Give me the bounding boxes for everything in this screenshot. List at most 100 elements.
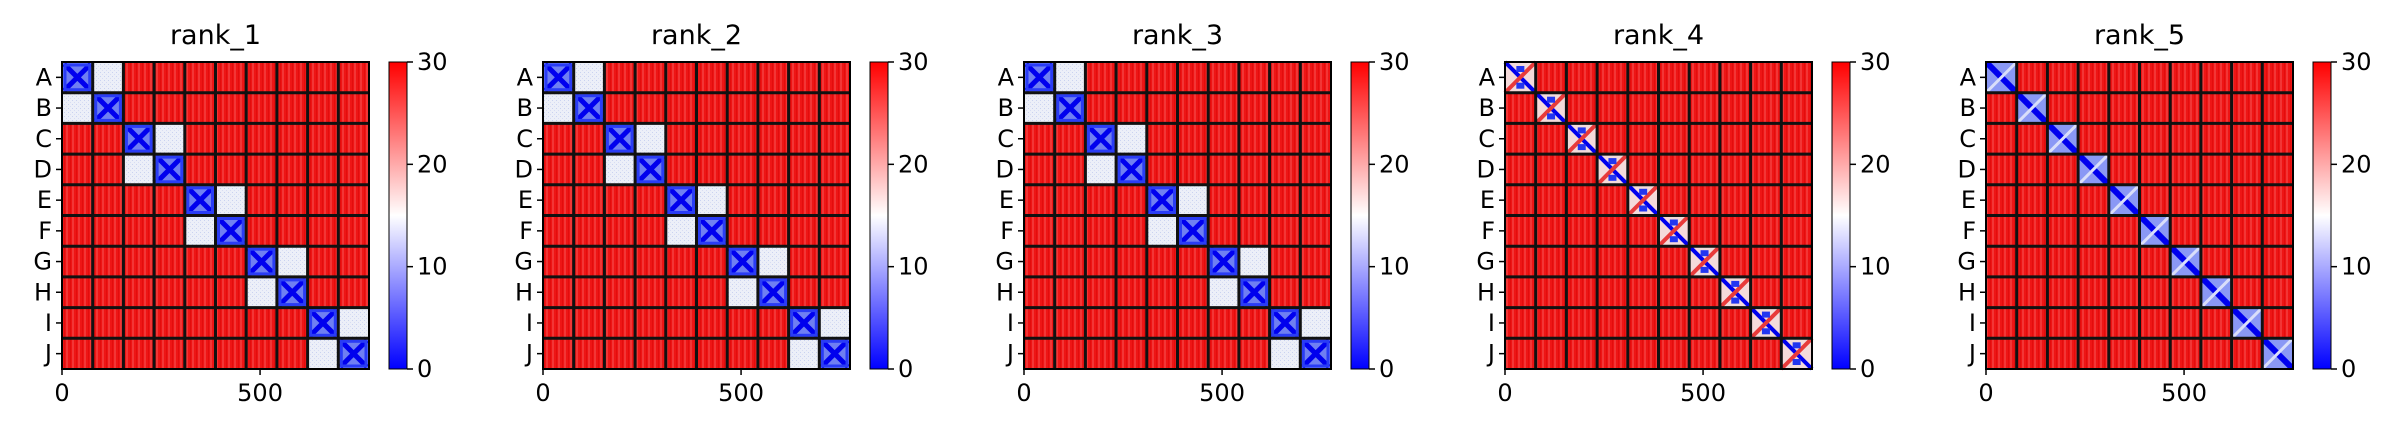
heatmap-cell-pattern xyxy=(788,307,820,339)
heatmap-cell-pattern xyxy=(1731,280,1740,287)
y-tick-label: E xyxy=(37,186,52,214)
heatmap-cell-pattern xyxy=(1271,309,1299,337)
heatmap-cell-pattern xyxy=(1577,127,1586,134)
colorbar xyxy=(1831,61,1851,370)
y-tick-label: A xyxy=(517,63,534,91)
heatmap-cell-pattern xyxy=(1025,63,1054,92)
heatmap-cell-pattern xyxy=(2170,246,2201,277)
x-tick-label: 500 xyxy=(237,379,283,407)
y-tick-label: I xyxy=(526,309,533,337)
heatmap-cell-pattern xyxy=(1639,188,1648,195)
colorbar-tick-label: 0 xyxy=(898,355,913,383)
heatmap-cell xyxy=(635,123,666,155)
heatmap-cell xyxy=(1177,184,1209,216)
heatmap-cell-pattern xyxy=(186,186,215,215)
chart-title: rank_5 xyxy=(2094,20,2185,51)
y-tick-label: C xyxy=(1959,125,1976,153)
x-tick-label: 0 xyxy=(1978,379,1993,407)
heatmap-cell xyxy=(1300,307,1331,339)
y-tick-label: G xyxy=(995,248,1014,276)
heatmap-cell xyxy=(757,246,789,277)
y-tick-label: I xyxy=(45,309,52,337)
colorbar xyxy=(869,61,889,370)
heatmap-cell-pattern xyxy=(1792,342,1801,349)
heatmap-cell xyxy=(573,62,605,93)
heatmap-cell-pattern xyxy=(246,246,277,277)
heatmap-frame xyxy=(1023,61,1332,370)
heatmap-cell-pattern xyxy=(1086,124,1115,153)
colorbar-tick-label: 10 xyxy=(417,253,448,281)
y-tick-label: A xyxy=(36,63,53,91)
heatmap-cell-pattern xyxy=(667,186,695,215)
heatmap-cell-pattern xyxy=(1516,82,1525,89)
heatmap-cell-pattern xyxy=(1657,214,1691,248)
heatmap-frame xyxy=(1504,61,1813,370)
heatmap-cell-pattern xyxy=(1547,96,1556,103)
heatmap-cell-pattern xyxy=(666,185,697,216)
heatmap-cell-pattern xyxy=(573,92,605,124)
heatmap-cell xyxy=(727,276,758,308)
heatmap-cell-pattern xyxy=(1177,215,1208,246)
heatmap-cell-pattern xyxy=(1687,244,1722,279)
heatmap-cell-pattern xyxy=(543,62,574,93)
heatmap-cell-pattern xyxy=(1761,311,1770,318)
y-tick-label: F xyxy=(519,217,533,245)
heatmap-cell-pattern xyxy=(1577,144,1586,151)
heatmap-cell-pattern xyxy=(278,278,307,307)
heatmap-cell-pattern xyxy=(1209,247,1238,276)
y-tick-label: D xyxy=(996,155,1014,183)
heatmap-cell-pattern xyxy=(2139,215,2171,247)
heatmap-cell-pattern xyxy=(1669,236,1678,243)
heatmap-cell-pattern xyxy=(1761,328,1770,335)
heatmap-cell-pattern xyxy=(2016,92,2048,124)
y-tick-label: A xyxy=(1960,63,1977,91)
y-tick-label: B xyxy=(1960,94,1976,122)
colorbar-tick-label: 30 xyxy=(2341,48,2372,76)
heatmap-cell-pattern xyxy=(635,154,666,185)
heatmap-cell-pattern xyxy=(309,309,337,337)
y-tick-label: I xyxy=(1969,309,1976,337)
heatmap-cell-pattern xyxy=(1516,66,1525,72)
colorbar-tick-label: 10 xyxy=(1860,253,1891,281)
colorbar-tick-label: 0 xyxy=(1860,355,1875,383)
heatmap-cell-pattern xyxy=(1985,61,2017,93)
heatmap-cell xyxy=(1024,92,1055,124)
heatmap-cell-pattern xyxy=(2078,154,2109,185)
y-tick-label: E xyxy=(1480,186,1495,214)
heatmap-cell xyxy=(62,92,93,124)
heatmap-cell-pattern xyxy=(2262,338,2294,370)
y-tick-label: E xyxy=(1961,186,1976,214)
heatmap-cell-pattern xyxy=(1669,219,1678,226)
heatmap-cell-pattern xyxy=(727,246,758,277)
chart-title: rank_2 xyxy=(651,20,742,51)
y-tick-label: F xyxy=(38,217,52,245)
colorbar-tick-label: 20 xyxy=(1379,150,1410,178)
heatmap-cell-pattern xyxy=(1792,359,1801,365)
heatmap-cell xyxy=(1238,246,1270,277)
heatmap-cell-pattern xyxy=(696,215,727,246)
y-tick-label: D xyxy=(34,155,52,183)
heatmap-cell-pattern xyxy=(217,217,245,245)
heatmap-cell xyxy=(604,154,636,185)
x-tick-label: 500 xyxy=(2161,379,2207,407)
heatmap-cell-pattern xyxy=(1269,307,1301,339)
heatmap-cell-pattern xyxy=(1608,174,1617,181)
heatmap-cell-pattern xyxy=(1179,217,1207,245)
heatmap-cell-pattern xyxy=(605,124,634,153)
heatmap-cell xyxy=(92,62,124,93)
heatmap-cell-pattern xyxy=(1056,94,1084,122)
heatmap-cell-pattern xyxy=(1208,246,1239,277)
heatmap-cell-pattern xyxy=(1300,338,1331,369)
heatmap-cell-pattern xyxy=(247,247,276,276)
chart-title: rank_1 xyxy=(170,20,261,51)
y-tick-label: H xyxy=(996,278,1014,306)
heatmap-cell xyxy=(1116,123,1147,155)
colorbar-tick-label: 0 xyxy=(417,355,432,383)
heatmap-cell-pattern xyxy=(123,123,154,154)
colorbar-tick-label: 10 xyxy=(1379,253,1410,281)
heatmap-cell-pattern xyxy=(1024,62,1055,93)
y-tick-label: A xyxy=(1479,63,1496,91)
heatmap-cell xyxy=(338,307,369,339)
